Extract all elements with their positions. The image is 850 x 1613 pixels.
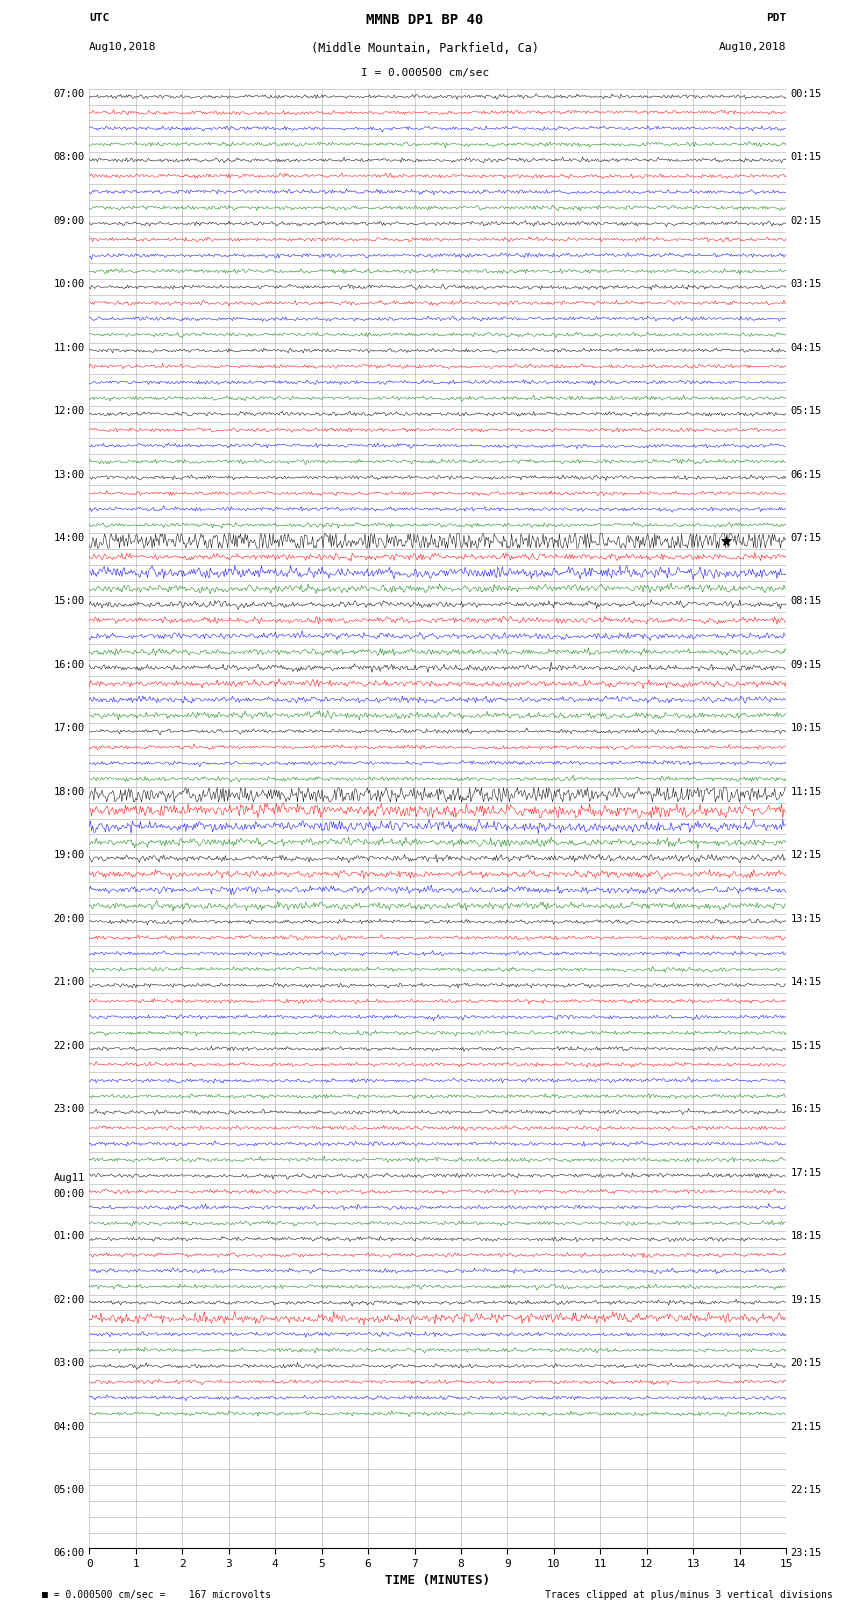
Text: 09:00: 09:00 — [54, 216, 85, 226]
Text: 07:15: 07:15 — [790, 532, 822, 544]
Text: 00:00: 00:00 — [54, 1189, 85, 1198]
Text: 19:00: 19:00 — [54, 850, 85, 860]
Text: 02:15: 02:15 — [790, 216, 822, 226]
Text: MMNB DP1 BP 40: MMNB DP1 BP 40 — [366, 13, 484, 27]
Text: (Middle Mountain, Parkfield, Ca): (Middle Mountain, Parkfield, Ca) — [311, 42, 539, 55]
Text: 10:00: 10:00 — [54, 279, 85, 289]
Text: Aug10,2018: Aug10,2018 — [719, 42, 786, 52]
Text: 20:15: 20:15 — [790, 1358, 822, 1368]
Text: 20:00: 20:00 — [54, 915, 85, 924]
Text: 05:00: 05:00 — [54, 1486, 85, 1495]
Text: 11:15: 11:15 — [790, 787, 822, 797]
Text: 12:15: 12:15 — [790, 850, 822, 860]
Text: 12:00: 12:00 — [54, 406, 85, 416]
Text: 14:15: 14:15 — [790, 977, 822, 987]
Text: 19:15: 19:15 — [790, 1295, 822, 1305]
Text: 13:15: 13:15 — [790, 915, 822, 924]
Text: 22:15: 22:15 — [790, 1486, 822, 1495]
Text: 21:00: 21:00 — [54, 977, 85, 987]
Text: UTC: UTC — [89, 13, 110, 23]
Text: 02:00: 02:00 — [54, 1295, 85, 1305]
Text: 01:00: 01:00 — [54, 1231, 85, 1240]
Text: 10:15: 10:15 — [790, 723, 822, 734]
Text: 16:15: 16:15 — [790, 1105, 822, 1115]
Text: 08:15: 08:15 — [790, 597, 822, 606]
Text: 17:00: 17:00 — [54, 723, 85, 734]
Text: 18:00: 18:00 — [54, 787, 85, 797]
Text: Aug11: Aug11 — [54, 1173, 85, 1182]
Text: 11:00: 11:00 — [54, 342, 85, 353]
Text: 06:15: 06:15 — [790, 469, 822, 479]
Text: 17:15: 17:15 — [790, 1168, 822, 1177]
Text: 00:15: 00:15 — [790, 89, 822, 98]
Text: 07:00: 07:00 — [54, 89, 85, 98]
Text: 06:00: 06:00 — [54, 1548, 85, 1558]
Text: 04:15: 04:15 — [790, 342, 822, 353]
Text: 01:15: 01:15 — [790, 152, 822, 163]
Text: 13:00: 13:00 — [54, 469, 85, 479]
Text: 15:15: 15:15 — [790, 1040, 822, 1050]
Text: 14:00: 14:00 — [54, 532, 85, 544]
Text: ■ = 0.000500 cm/sec =    167 microvolts: ■ = 0.000500 cm/sec = 167 microvolts — [42, 1590, 272, 1600]
Text: PDT: PDT — [766, 13, 786, 23]
Text: Aug10,2018: Aug10,2018 — [89, 42, 156, 52]
Text: 21:15: 21:15 — [790, 1421, 822, 1432]
Text: 23:00: 23:00 — [54, 1105, 85, 1115]
Text: 03:00: 03:00 — [54, 1358, 85, 1368]
Text: 18:15: 18:15 — [790, 1231, 822, 1240]
Text: 09:15: 09:15 — [790, 660, 822, 669]
Text: 08:00: 08:00 — [54, 152, 85, 163]
Text: 05:15: 05:15 — [790, 406, 822, 416]
Text: 15:00: 15:00 — [54, 597, 85, 606]
Text: 16:00: 16:00 — [54, 660, 85, 669]
Text: 22:00: 22:00 — [54, 1040, 85, 1050]
X-axis label: TIME (MINUTES): TIME (MINUTES) — [385, 1574, 490, 1587]
Text: 04:00: 04:00 — [54, 1421, 85, 1432]
Text: 03:15: 03:15 — [790, 279, 822, 289]
Text: I = 0.000500 cm/sec: I = 0.000500 cm/sec — [361, 68, 489, 77]
Text: 23:15: 23:15 — [790, 1548, 822, 1558]
Text: Traces clipped at plus/minus 3 vertical divisions: Traces clipped at plus/minus 3 vertical … — [545, 1590, 833, 1600]
